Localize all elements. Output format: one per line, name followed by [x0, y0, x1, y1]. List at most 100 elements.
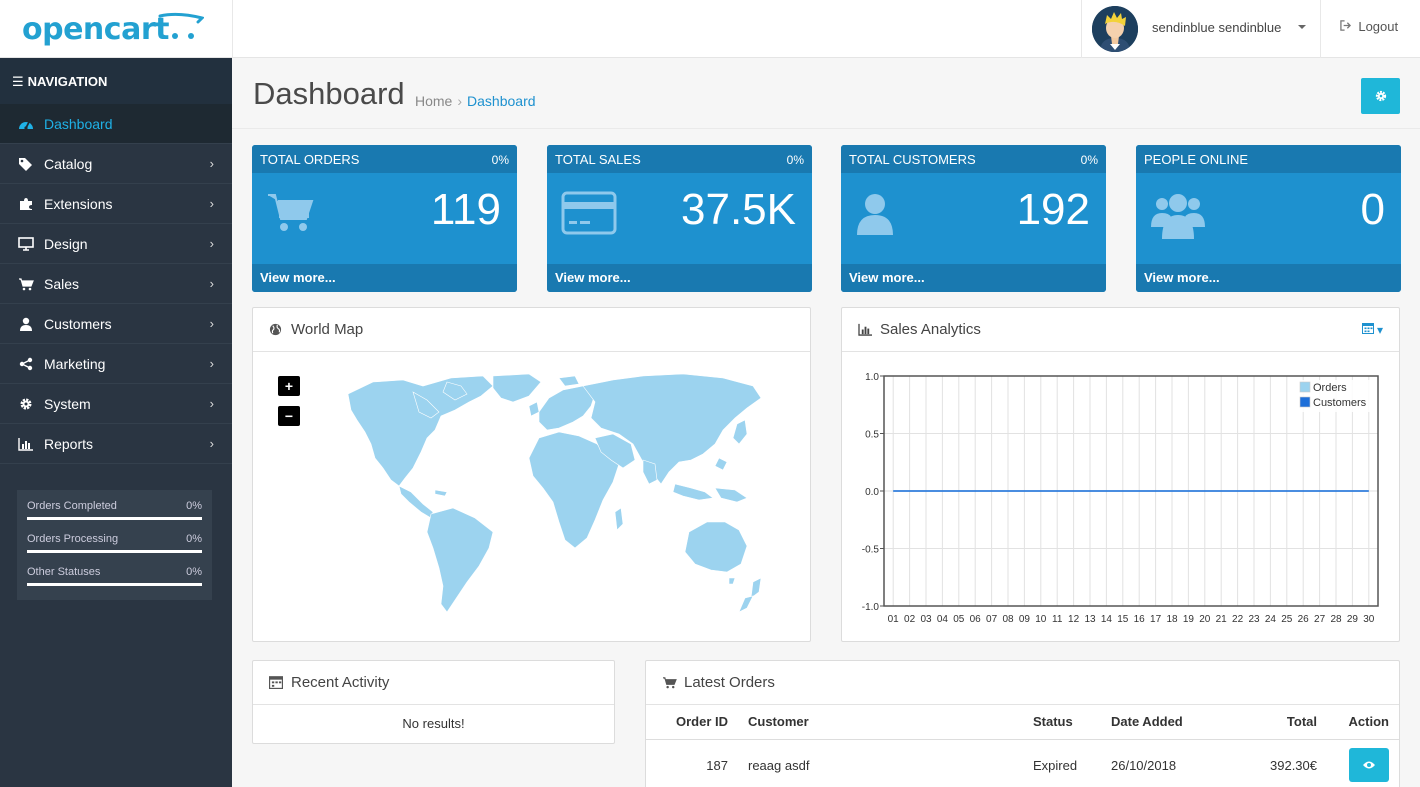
page-title: Dashboard — [253, 76, 405, 111]
user-icon — [855, 191, 895, 240]
sidebar-item-marketing[interactable]: Marketing › — [0, 344, 232, 384]
sidebar-item-label: Marketing — [44, 355, 106, 372]
view-more-link[interactable]: View more... — [547, 264, 812, 292]
panel-heading: Recent Activity — [253, 661, 614, 705]
avatar[interactable] — [1092, 6, 1138, 52]
logout-link[interactable]: Logout — [1340, 19, 1398, 34]
sidebar-item-sales[interactable]: Sales › — [0, 264, 232, 304]
breadcrumb: Home › Dashboard — [415, 93, 536, 109]
gear-icon — [1375, 90, 1386, 102]
credit-card-icon — [561, 191, 617, 240]
navigation-heading: ☰ NAVIGATION — [0, 58, 232, 104]
tile-value: 37.5K — [681, 185, 796, 234]
plot-frame — [883, 375, 1379, 607]
sales-analytics-panel: Sales Analytics ▾ 1.0 0.5 0.0 -0.5 -1.0 01 02 0… — [841, 307, 1400, 642]
x-tick-label: 22 — [1232, 614, 1244, 625]
view-order-button[interactable] — [1349, 748, 1389, 783]
gear-icon — [16, 396, 36, 412]
shopping-cart-icon — [266, 191, 314, 238]
x-tick-label: 16 — [1134, 614, 1146, 625]
empty-message: No results! — [402, 716, 465, 731]
share-icon — [16, 356, 36, 372]
sidebar-item-catalog[interactable]: Catalog › — [0, 144, 232, 184]
settings-button[interactable] — [1361, 78, 1400, 114]
x-tick-label: 21 — [1216, 614, 1228, 625]
y-tick-label: -0.5 — [862, 545, 880, 556]
cart-icon — [16, 276, 36, 292]
sidebar-item-label: System — [44, 395, 91, 412]
sidebar-item-extensions[interactable]: Extensions › — [0, 184, 232, 224]
eye-icon — [1363, 761, 1375, 769]
x-tick-label: 07 — [986, 614, 998, 625]
x-tick-label: 17 — [1150, 614, 1162, 625]
chevron-right-icon: › — [209, 236, 214, 251]
column-header[interactable]: Order ID — [646, 705, 738, 740]
sidebar-item-customers[interactable]: Customers › — [0, 304, 232, 344]
x-tick-label: 11 — [1052, 614, 1063, 625]
status-orders-processing: Orders Processing 0% — [27, 533, 202, 566]
x-tick-label: 15 — [1117, 614, 1129, 625]
y-tick-label: 0.5 — [865, 430, 879, 441]
panel-heading: Sales Analytics ▾ — [842, 308, 1399, 352]
view-more-link[interactable]: View more... — [841, 264, 1106, 292]
date-range-toggle[interactable]: ▾ — [1361, 322, 1383, 337]
tile-title: TOTAL SALES — [555, 152, 641, 167]
x-tick-label: 10 — [1035, 614, 1047, 625]
globe-icon — [269, 323, 285, 340]
x-tick-label: 25 — [1281, 614, 1293, 625]
sales-analytics-chart: 1.0 0.5 0.0 -0.5 -1.0 01 02 03 04 05 06 07 08 09 10 11 1… — [862, 372, 1379, 625]
x-tick-label: 03 — [920, 614, 932, 625]
world-map-panel: World Map + − — [252, 307, 811, 642]
sidebar-item-system[interactable]: System › — [0, 384, 232, 424]
x-tick-label: 02 — [904, 614, 916, 625]
column-header[interactable]: Customer — [738, 705, 1023, 740]
chevron-right-icon: › — [209, 156, 214, 171]
tags-icon — [16, 156, 36, 172]
column-header[interactable]: Total — [1217, 705, 1327, 740]
logo-cart-icon — [158, 12, 204, 39]
order-status-summary: Orders Completed 0% Orders Processing 0%… — [17, 490, 212, 600]
caret-down-icon[interactable] — [1298, 25, 1306, 29]
order-total: 392.30€ — [1270, 757, 1317, 773]
zoom-in-button[interactable]: + — [278, 376, 300, 396]
breadcrumb-current[interactable]: Dashboard — [467, 93, 536, 109]
breadcrumb-home[interactable]: Home — [415, 93, 453, 109]
status-other: Other Statuses 0% — [27, 566, 202, 599]
menu-bars-icon[interactable]: ☰ — [12, 74, 24, 89]
y-tick-label: 1.0 — [865, 372, 879, 383]
breadcrumb-separator: › — [457, 93, 463, 109]
view-more-link[interactable]: View more... — [252, 264, 517, 292]
tile-total-sales: TOTAL SALES 0% 37.5K View more... — [547, 145, 812, 292]
sidebar-item-reports[interactable]: Reports › — [0, 424, 232, 464]
legend-swatch — [1299, 381, 1311, 393]
chevron-right-icon: › — [209, 396, 214, 411]
y-tick-label: 0.0 — [865, 487, 879, 498]
zoom-out-button[interactable]: − — [278, 406, 300, 426]
user-name: sendinblue sendinblue — [1152, 20, 1282, 35]
puzzle-icon — [16, 196, 36, 212]
panel-heading: World Map — [253, 308, 810, 352]
user-menu[interactable]: sendinblue sendinblue — [1081, 0, 1321, 58]
view-more-link[interactable]: View more... — [1136, 264, 1401, 292]
sidebar-item-label: Customers — [44, 315, 112, 332]
opencart-logo[interactable]: opencart — [20, 10, 210, 50]
order-id: 187 — [706, 757, 728, 773]
panel-title: World Map — [291, 321, 364, 338]
x-tick-label: 13 — [1084, 614, 1096, 625]
column-header[interactable]: Status — [1023, 705, 1101, 740]
world-map[interactable] — [343, 372, 763, 622]
progress-bar — [27, 550, 202, 553]
legend-label: Orders — [1313, 382, 1347, 394]
sidebar-item-label: Sales — [44, 275, 80, 292]
tile-title: TOTAL ORDERS — [260, 152, 360, 167]
sidebar-item-label: Design — [44, 235, 88, 252]
chevron-right-icon: › — [209, 316, 214, 331]
user-icon — [16, 316, 36, 332]
sidebar-item-dashboard[interactable]: Dashboard — [0, 104, 232, 144]
order-customer: reaag asdf — [748, 757, 810, 773]
column-header[interactable]: Date Added — [1101, 705, 1217, 740]
column-header: Action — [1327, 705, 1399, 740]
shopping-cart-icon — [662, 676, 678, 693]
sidebar-item-design[interactable]: Design › — [0, 224, 232, 264]
sidebar: ☰ NAVIGATION Dashboard Catalog › Extensio… — [0, 58, 232, 787]
